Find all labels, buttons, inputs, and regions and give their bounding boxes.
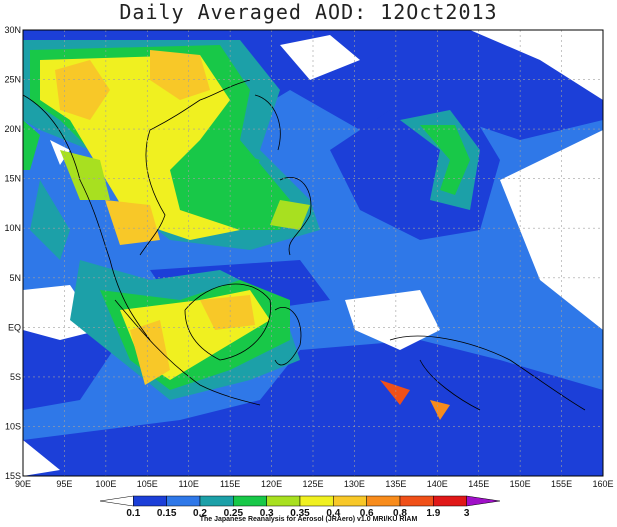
lon-tick-label: 120E: [261, 479, 282, 489]
colorbar-label: 0.2: [193, 508, 207, 519]
colorbar-swatch: [266, 495, 301, 507]
aod-field: [23, 30, 603, 476]
lon-tick-label: 150E: [510, 479, 531, 489]
colorbar-label: 0.4: [326, 508, 340, 519]
colorbar-label: 0.8: [393, 508, 407, 519]
lon-tick-label: 140E: [427, 479, 448, 489]
lat-tick-label: 15S: [5, 471, 21, 481]
lon-tick-label: 90E: [15, 479, 31, 489]
colorbar-swatch: [233, 495, 267, 507]
lon-tick-label: 95E: [56, 479, 72, 489]
colorbar-label: 3: [464, 508, 470, 519]
colorbar-label: 0.6: [360, 508, 374, 519]
lon-tick-label: 160E: [592, 479, 613, 489]
colorbar-swatch: [166, 495, 201, 507]
colorbar-label: 0.15: [157, 508, 177, 519]
lon-tick-label: 110E: [179, 479, 199, 489]
lon-tick-label: 100E: [95, 479, 116, 489]
lon-tick-label: 105E: [137, 479, 158, 489]
lat-tick-label: 30N: [4, 25, 21, 35]
lat-tick-label: 20N: [4, 124, 21, 134]
colorbar-label: 0.3: [260, 508, 274, 519]
lat-tick-label: 15N: [4, 174, 21, 184]
colorbar-label: 0.35: [290, 508, 310, 519]
gridlines: [23, 30, 603, 476]
lon-tick-label: 145E: [468, 479, 489, 489]
lat-tick-label: 10S: [5, 421, 21, 431]
colorbar-swatch: [433, 495, 467, 507]
lat-tick-label: 25N: [4, 75, 21, 85]
lat-tick-label: EQ: [8, 322, 21, 332]
lon-tick-label: 155E: [551, 479, 572, 489]
colorbar-swatch: [399, 495, 434, 507]
colorbar-swatch: [99, 495, 134, 507]
colorbar-swatch: [366, 495, 401, 507]
lon-tick-label: 135E: [385, 479, 406, 489]
lon-tick-label: 130E: [344, 479, 365, 489]
colorbar-label: 1.9: [426, 508, 440, 519]
coastlines: [23, 79, 586, 411]
latitude-labels: 30N 25N 20N 15N 10N 5N EQ 5S 10S 15S: [4, 25, 21, 481]
lon-tick-label: 125E: [302, 479, 323, 489]
colorbar-label: 0.1: [126, 508, 140, 519]
colorbar-swatch: [133, 495, 167, 507]
lat-tick-label: 10N: [4, 223, 21, 233]
colorbar-swatch: [299, 495, 334, 507]
lon-tick-label: 115E: [220, 479, 240, 489]
lat-tick-label: 5S: [10, 372, 21, 382]
lat-tick-label: 5N: [9, 273, 21, 283]
map-frame: [22, 29, 604, 477]
colorbar-label: 0.25: [224, 508, 244, 519]
map-title: Daily Averaged AOD: 12Oct2013: [119, 0, 498, 24]
colorbar-swatch: [199, 495, 234, 507]
longitude-labels: 90E 95E 100E 105E 110E 115E 120E 125E 130E 135E 14…: [15, 479, 614, 489]
credit-line: The Japanese Reanalysis for Aerosol (JRA…: [199, 516, 418, 523]
colorbar-swatch: [466, 495, 501, 507]
colorbar: 0.1 0.15 0.2 0.25 0.3 0.35 0.4 0.6 0.8 1.9 3: [99, 495, 501, 519]
colorbar-swatch: [333, 495, 367, 507]
